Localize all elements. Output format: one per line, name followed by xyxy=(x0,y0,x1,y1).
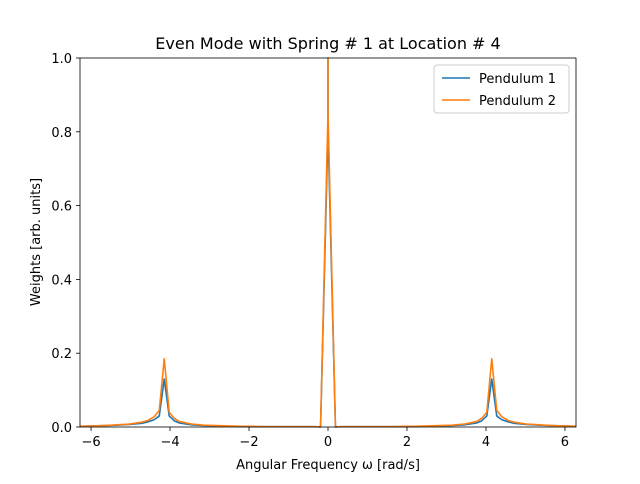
chart-title: Even Mode with Spring # 1 at Location # … xyxy=(155,34,500,53)
x-tick-label: 4 xyxy=(482,435,490,450)
legend: Pendulum 1 Pendulum 2 xyxy=(433,64,570,114)
x-tick-label: −4 xyxy=(160,435,179,450)
legend-box xyxy=(433,64,570,114)
x-tick-label: 6 xyxy=(561,435,569,450)
y-tick-label: 1.0 xyxy=(51,52,72,67)
y-axis-label: Weights [arb. units] xyxy=(29,178,44,306)
x-axis-label: Angular Frequency ω [rad/s] xyxy=(236,458,420,473)
y-tick-label: 0.4 xyxy=(51,273,72,288)
x-tick-label: 0 xyxy=(324,435,332,450)
x-tick-label: 2 xyxy=(403,435,411,450)
legend-label-2: Pendulum 2 xyxy=(479,94,556,109)
y-tick-label: 0.0 xyxy=(51,421,72,436)
y-tick-label: 0.6 xyxy=(51,200,72,215)
legend-label-1: Pendulum 1 xyxy=(479,72,556,87)
x-tick-label: −6 xyxy=(81,435,100,450)
y-tick-label: 0.2 xyxy=(51,347,72,362)
x-tick-label: −2 xyxy=(239,435,258,450)
y-tick-label: 0.8 xyxy=(51,126,72,141)
